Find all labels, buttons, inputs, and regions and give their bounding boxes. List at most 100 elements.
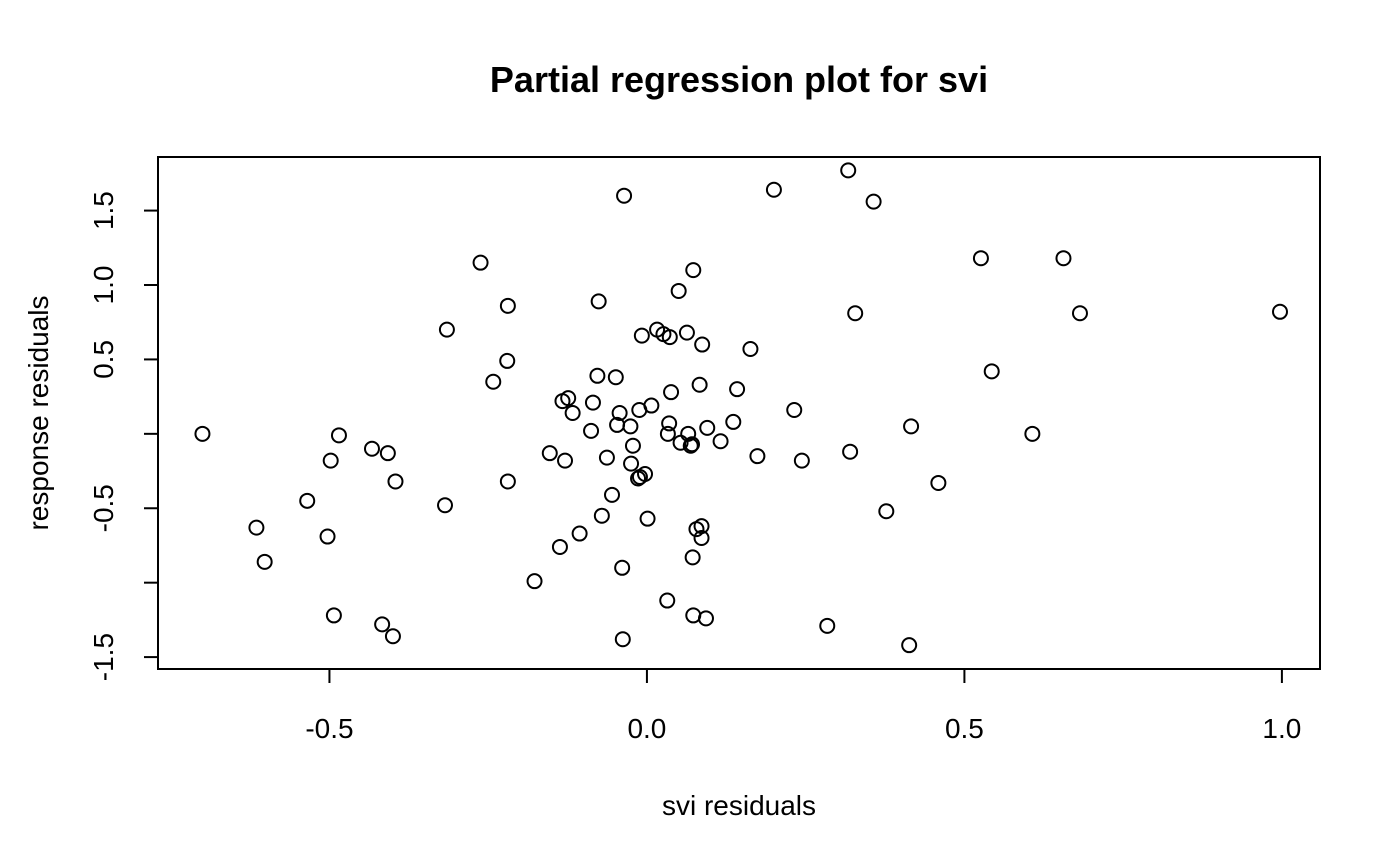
data-point bbox=[614, 631, 631, 648]
data-point bbox=[842, 443, 859, 460]
data-point bbox=[972, 250, 989, 267]
data-point bbox=[840, 162, 857, 179]
data-point bbox=[930, 474, 947, 491]
data-point bbox=[384, 628, 401, 645]
data-point bbox=[699, 419, 716, 436]
data-point bbox=[437, 497, 454, 514]
data-point bbox=[678, 324, 695, 341]
data-point bbox=[633, 327, 650, 344]
data-point bbox=[684, 549, 701, 566]
data-point bbox=[363, 440, 380, 457]
data-point bbox=[712, 433, 729, 450]
data-point bbox=[557, 452, 574, 469]
data-point bbox=[643, 397, 660, 414]
data-point bbox=[693, 530, 710, 547]
data-point bbox=[551, 538, 568, 555]
data-point bbox=[901, 637, 918, 654]
data-point bbox=[299, 492, 316, 509]
data-point bbox=[622, 418, 639, 435]
data-point bbox=[684, 436, 701, 453]
data-point bbox=[694, 336, 711, 353]
data-point bbox=[793, 452, 810, 469]
data-point bbox=[499, 297, 516, 314]
data-point bbox=[865, 193, 882, 210]
data-point bbox=[485, 373, 502, 390]
data-point bbox=[725, 413, 742, 430]
y-axis-label: response residuals bbox=[23, 295, 54, 530]
data-point bbox=[639, 510, 656, 527]
data-point bbox=[693, 518, 710, 535]
data-point bbox=[765, 181, 782, 198]
data-point bbox=[499, 352, 516, 369]
data-point bbox=[1271, 303, 1288, 320]
data-point bbox=[659, 592, 676, 609]
data-point bbox=[593, 507, 610, 524]
data-point bbox=[614, 559, 631, 576]
data-point bbox=[319, 528, 336, 545]
plot-frame bbox=[157, 156, 1321, 670]
data-point bbox=[256, 553, 273, 570]
data-point bbox=[604, 486, 621, 503]
data-point bbox=[661, 415, 678, 432]
x-axis-label: svi residuals bbox=[662, 790, 816, 821]
data-point bbox=[786, 402, 803, 419]
data-point bbox=[330, 427, 347, 444]
data-points bbox=[194, 162, 1288, 654]
data-point bbox=[682, 437, 699, 454]
data-point bbox=[983, 363, 1000, 380]
data-point bbox=[1071, 305, 1088, 322]
y-tick-label: 0.5 bbox=[88, 340, 119, 379]
data-point bbox=[729, 381, 746, 398]
x-tick-label: 1.0 bbox=[1262, 713, 1301, 744]
data-point bbox=[691, 376, 708, 393]
data-point bbox=[1055, 250, 1072, 267]
data-point bbox=[584, 394, 601, 411]
x-tick-label: 0.5 bbox=[945, 713, 984, 744]
data-point bbox=[670, 282, 687, 299]
data-point bbox=[847, 305, 864, 322]
data-point bbox=[661, 329, 678, 346]
chart-title: Partial regression plot for svi bbox=[490, 59, 988, 100]
y-axis: -1.5 -0.5 0.5 1.0 1.5 bbox=[88, 191, 159, 681]
data-point bbox=[616, 187, 633, 204]
y-tick-label: -1.5 bbox=[88, 633, 119, 681]
data-point bbox=[607, 369, 624, 386]
y-tick-label: -0.5 bbox=[88, 484, 119, 532]
data-point bbox=[819, 617, 836, 634]
y-tick-label: 1.5 bbox=[88, 191, 119, 230]
data-point bbox=[194, 425, 211, 442]
data-point bbox=[1024, 425, 1041, 442]
data-point bbox=[697, 610, 714, 627]
y-tick-label: 1.0 bbox=[88, 266, 119, 305]
data-point bbox=[685, 607, 702, 624]
data-point bbox=[598, 449, 615, 466]
data-point bbox=[611, 405, 628, 421]
data-point bbox=[564, 405, 581, 421]
data-point bbox=[742, 341, 759, 357]
x-tick-label: -0.5 bbox=[305, 713, 353, 744]
data-point bbox=[379, 445, 396, 462]
data-point bbox=[903, 418, 920, 435]
data-point bbox=[499, 473, 516, 490]
data-point bbox=[472, 254, 489, 271]
data-point bbox=[374, 616, 391, 633]
data-point bbox=[623, 455, 640, 472]
data-point bbox=[248, 519, 265, 536]
data-point bbox=[659, 425, 676, 442]
data-point bbox=[663, 384, 680, 401]
data-point bbox=[541, 445, 558, 462]
data-point bbox=[637, 466, 654, 483]
data-point bbox=[387, 473, 404, 490]
data-point bbox=[583, 422, 600, 439]
data-point bbox=[685, 262, 702, 279]
data-point bbox=[590, 293, 607, 310]
data-point bbox=[589, 367, 606, 384]
data-point bbox=[571, 525, 588, 542]
data-point bbox=[749, 448, 766, 465]
data-point bbox=[322, 452, 339, 469]
data-point bbox=[526, 573, 543, 590]
x-tick-label: 0.0 bbox=[627, 713, 666, 744]
data-point bbox=[438, 321, 455, 338]
x-axis: -0.5 0.0 0.5 1.0 bbox=[305, 668, 1301, 744]
data-point bbox=[560, 390, 577, 407]
